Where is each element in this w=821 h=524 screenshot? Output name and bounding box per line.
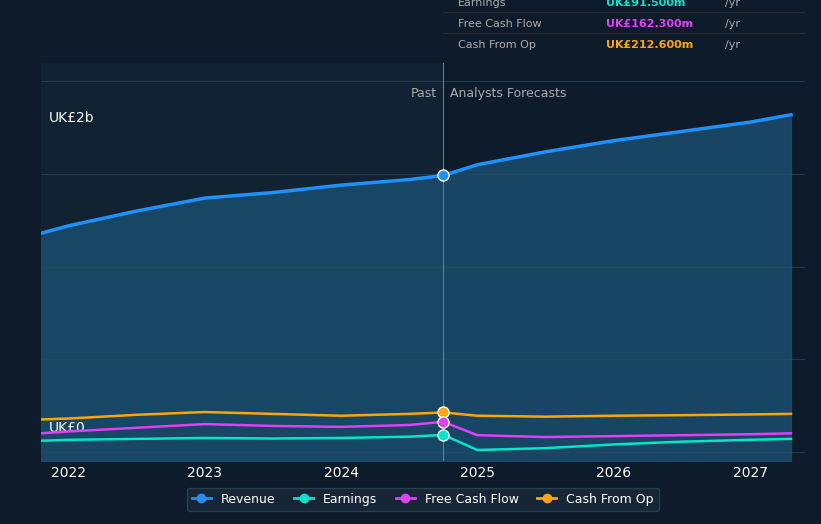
Text: Earnings: Earnings: [458, 0, 507, 8]
Legend: Revenue, Earnings, Free Cash Flow, Cash From Op: Revenue, Earnings, Free Cash Flow, Cash …: [187, 488, 658, 510]
Text: UK£162.300m: UK£162.300m: [606, 19, 693, 29]
Text: /yr: /yr: [725, 40, 740, 50]
Text: Analysts Forecasts: Analysts Forecasts: [450, 87, 566, 100]
Bar: [41, 63, 443, 461]
Text: UK£0: UK£0: [48, 421, 85, 435]
Text: /yr: /yr: [725, 0, 740, 8]
Text: /yr: /yr: [725, 19, 740, 29]
Text: UK£91.500m: UK£91.500m: [606, 0, 686, 8]
Bar: [443, 63, 805, 461]
Text: Cash From Op: Cash From Op: [458, 40, 535, 50]
Text: UK£2b: UK£2b: [48, 111, 94, 125]
Text: Free Cash Flow: Free Cash Flow: [458, 19, 541, 29]
Text: Past: Past: [410, 87, 437, 100]
Text: UK£212.600m: UK£212.600m: [606, 40, 693, 50]
